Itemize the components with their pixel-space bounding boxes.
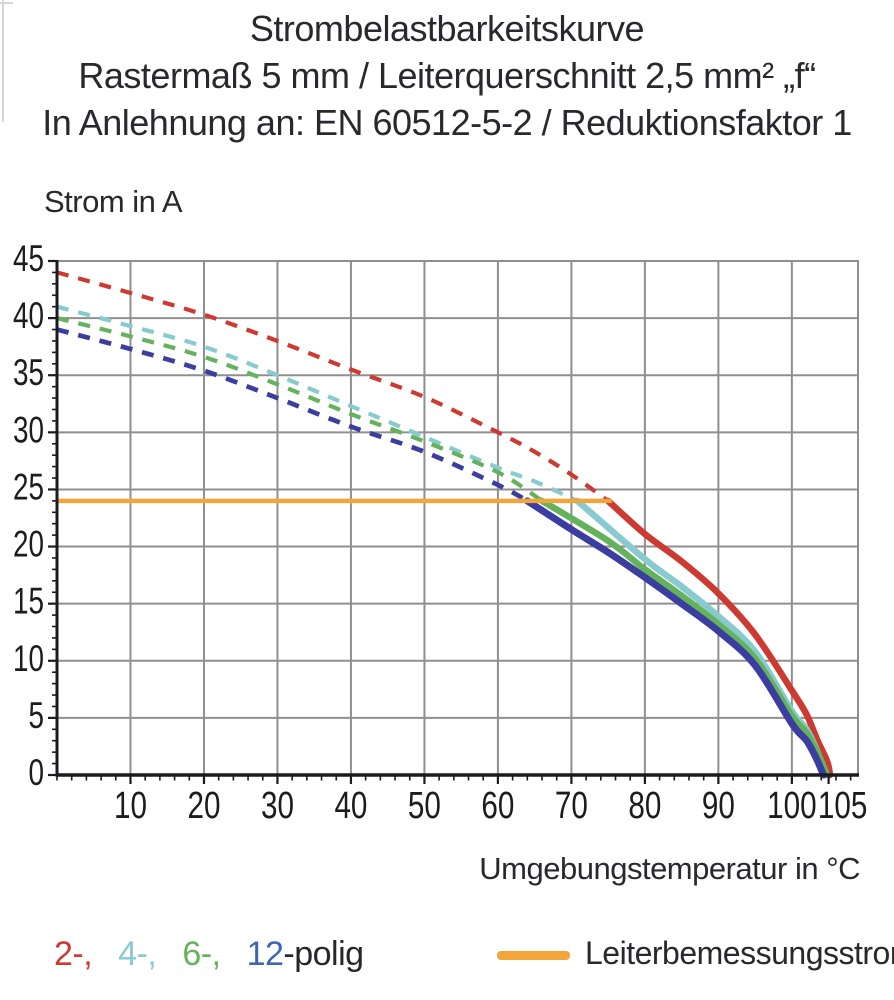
tick-labels-layer: 10 20 30 40 50 60 70 80 90 100 105 0 5 10 15 20 25 30 35 40…	[13, 238, 867, 827]
series-solid-layer	[523, 497, 834, 779]
legend-polig-suffix: -polig	[283, 935, 364, 973]
x-tick-label-40: 40	[334, 785, 367, 827]
y-tick-label-15: 15	[13, 581, 44, 622]
x-tick-label-90: 90	[702, 785, 735, 827]
reference-legend: Leiterbemessungsstrom	[497, 935, 894, 972]
x-tick-label-70: 70	[555, 785, 588, 827]
series-dashed-2-polig	[56, 270, 610, 503]
ticks-layer	[48, 259, 852, 784]
y-tick-label-5: 5	[29, 695, 45, 736]
scan-edge-artifact-horizontal	[0, 2, 13, 4]
x-axis-title: Umgebungstemperatur in °C	[479, 851, 860, 886]
legend-item-12-number: 12	[246, 935, 284, 973]
series-solid-2-polig	[604, 497, 834, 779]
subtitle-line-2: In Anlehnung an: EN 60512-5-2 / Reduktio…	[42, 102, 852, 143]
y-tick-label-35: 35	[13, 352, 44, 393]
scan-edge-artifact-vertical	[2, 0, 4, 122]
legend-item-6-polig: 6-,	[182, 935, 221, 973]
series-solid-12-polig	[523, 497, 827, 779]
x-tick-label-10: 10	[114, 785, 147, 827]
current-capacity-chart: 10 20 30 40 50 60 70 80 90 100 105 0 5 10 15 20 25 30 35 40…	[13, 238, 867, 827]
y-axis-title: Strom in A	[44, 184, 183, 219]
reference-line-label: Leiterbemessungsstrom	[585, 935, 894, 971]
y-tick-label-25: 25	[13, 466, 44, 507]
reference-line-swatch	[497, 951, 570, 960]
x-tick-label-50: 50	[408, 785, 441, 827]
poles-legend: 2-, 4-, 6-, 12 -polig	[54, 935, 364, 974]
x-tick-label-60: 60	[481, 785, 514, 827]
x-tick-label-100: 100	[767, 785, 817, 827]
y-tick-label-10: 10	[13, 638, 44, 679]
y-tick-label-0: 0	[29, 752, 45, 793]
chart-title-block: Strombelastbarkeitskurve Rastermaß 5 mm …	[0, 5, 894, 146]
legend-item-12-polig: 12 -polig	[246, 935, 365, 974]
series-dashed-4-polig	[56, 304, 579, 503]
series-solid-6-polig	[538, 497, 831, 779]
y-tick-label-45: 45	[13, 238, 44, 279]
x-tick-label-105: 105	[818, 785, 868, 827]
x-tick-label-20: 20	[187, 785, 220, 827]
y-tick-label-20: 20	[13, 524, 44, 565]
page-title: Strombelastbarkeitskurve	[249, 8, 645, 49]
series-dashed-6-polig	[56, 316, 544, 503]
y-tick-label-40: 40	[13, 295, 44, 336]
x-tick-label-80: 80	[628, 785, 661, 827]
legend-item-4-polig: 4-,	[118, 935, 157, 973]
chart-legend: 2-, 4-, 6-, 12 -polig Leiterbemessungsstr…	[54, 935, 894, 985]
x-tick-label-30: 30	[261, 785, 294, 827]
subtitle-line-1: Rastermaß 5 mm / Leiterquerschnitt 2,5 m…	[78, 55, 816, 96]
grid-layer	[56, 260, 859, 776]
y-tick-label-30: 30	[13, 409, 44, 450]
series-dashed-layer	[56, 270, 610, 503]
axes-layer	[55, 260, 859, 777]
legend-item-2-polig: 2-,	[54, 935, 93, 973]
series-dashed-12-polig	[56, 327, 529, 503]
